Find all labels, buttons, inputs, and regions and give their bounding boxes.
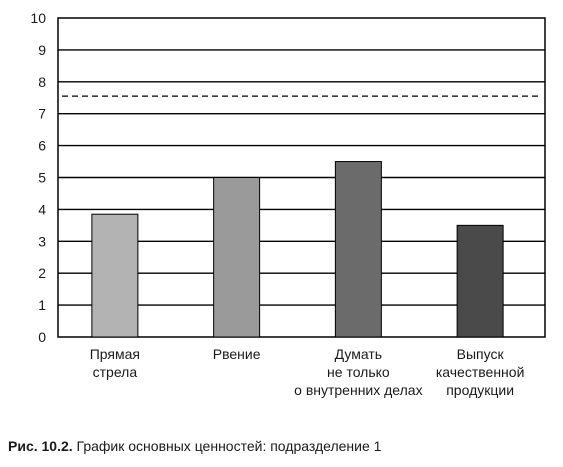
x-tick-label: Прямая bbox=[90, 346, 140, 362]
x-tick-label: Выпуск bbox=[457, 346, 505, 362]
x-tick-label: качественной bbox=[436, 364, 525, 380]
x-tick-label: Думать bbox=[335, 346, 382, 362]
x-tick-label: Рвение bbox=[213, 346, 261, 362]
y-tick-label: 7 bbox=[38, 106, 46, 122]
y-tick-label: 9 bbox=[38, 42, 46, 58]
bar bbox=[91, 213, 139, 338]
bar-chart: 0 1 2 3 4 5 6 7 8 9 10 Прямая стрела Рвение Думать не т… bbox=[30, 10, 546, 398]
y-tick-label: 0 bbox=[38, 329, 46, 345]
bar bbox=[456, 224, 504, 338]
bar bbox=[334, 161, 382, 338]
y-tick-label: 10 bbox=[30, 10, 46, 26]
bar bbox=[213, 177, 261, 338]
y-tick-label: 8 bbox=[38, 74, 46, 90]
x-tick-label: стрела bbox=[93, 364, 138, 380]
y-tick-label: 5 bbox=[38, 170, 46, 186]
caption-label: Рис. 10.2. bbox=[8, 438, 73, 454]
figure-caption: Рис. 10.2. График основных ценностей: по… bbox=[8, 438, 381, 454]
y-tick-label: 2 bbox=[38, 265, 46, 281]
y-tick-label: 6 bbox=[38, 138, 46, 154]
y-tick-label: 1 bbox=[38, 297, 46, 313]
x-tick-label: продукции bbox=[446, 382, 514, 398]
y-tick-label: 3 bbox=[38, 233, 46, 249]
y-tick-label: 4 bbox=[38, 201, 46, 217]
x-tick-label: о внутренних делах bbox=[294, 382, 422, 398]
caption-text: График основных ценностей: подразделение… bbox=[76, 438, 382, 454]
x-tick-label: не только bbox=[327, 364, 390, 380]
